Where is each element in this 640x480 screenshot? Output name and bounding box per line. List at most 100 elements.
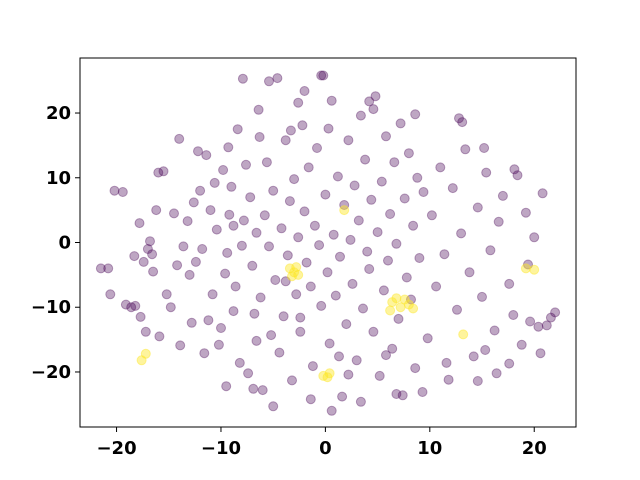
data-point-s0-114 [381, 131, 391, 142]
data-point-s1-17 [385, 305, 396, 316]
data-point-s0-127 [408, 220, 419, 231]
data-point-s0-159 [537, 188, 548, 199]
data-point-s0-82 [314, 240, 325, 251]
data-point-s1-7 [318, 370, 329, 381]
data-point-s0-209 [323, 123, 334, 134]
data-point-s0-133 [426, 210, 437, 221]
data-point-s0-207 [254, 132, 265, 142]
data-point-s0-200 [417, 387, 428, 397]
data-point-s0-111 [374, 370, 385, 381]
data-point-s0-47 [241, 159, 251, 170]
data-point-s0-151 [504, 278, 515, 289]
data-point-s0-124 [401, 272, 412, 283]
data-point-s0-64 [276, 223, 287, 234]
data-point-s0-25 [188, 197, 199, 208]
data-point-s0-208 [285, 125, 296, 136]
data-point-s0-107 [366, 194, 377, 205]
data-point-s0-138 [447, 183, 458, 194]
data-point-s0-11 [140, 326, 151, 337]
data-point-s0-63 [274, 347, 285, 358]
data-point-s0-80 [309, 220, 320, 231]
data-point-s0-49 [245, 192, 256, 203]
data-point-s0-177 [410, 109, 421, 120]
data-point-s0-99 [349, 180, 360, 191]
data-point-s0-57 [261, 157, 272, 168]
data-point-s0-198 [334, 351, 344, 362]
data-point-s0-88 [326, 95, 337, 106]
data-point-s0-67 [282, 250, 293, 261]
data-point-s0-108 [368, 326, 379, 337]
data-point-s1-19 [520, 263, 531, 274]
data-point-s0-186 [457, 117, 468, 128]
data-point-s1-1 [289, 267, 300, 278]
data-point-s0-147 [485, 245, 496, 256]
data-point-s0-155 [520, 207, 531, 218]
data-point-s1-9 [136, 355, 147, 366]
x-tick-label: −10 [201, 438, 241, 459]
data-point-s0-164 [186, 317, 197, 328]
data-point-s0-193 [175, 340, 186, 351]
data-point-s0-79 [307, 361, 318, 372]
data-point-s0-131 [418, 187, 429, 197]
data-point-s0-44 [234, 357, 245, 368]
data-point-s0-153 [512, 170, 523, 181]
data-point-s0-176 [391, 389, 402, 399]
data-point-s0-130 [414, 253, 425, 263]
data-point-s1-5 [339, 205, 350, 216]
data-point-s0-139 [452, 304, 462, 315]
data-point-s0-181 [237, 73, 248, 84]
data-point-s0-103 [358, 303, 368, 314]
data-point-s0-101 [353, 215, 364, 226]
data-point-s0-60 [268, 185, 279, 196]
data-point-s0-188 [509, 164, 520, 175]
data-point-s0-134 [431, 281, 442, 292]
data-point-s0-20 [172, 260, 183, 271]
data-point-s0-69 [287, 375, 297, 386]
data-point-s0-28 [197, 244, 208, 254]
data-point-s1-4 [293, 269, 304, 280]
data-point-s0-182 [264, 76, 274, 87]
data-point-s0-83 [316, 300, 327, 311]
data-point-s0-34 [213, 339, 224, 350]
data-point-s0-129 [412, 172, 423, 183]
data-point-s0-84 [318, 70, 329, 81]
data-point-s0-45 [236, 240, 247, 251]
data-point-s0-36 [218, 165, 229, 175]
data-point-s0-140 [456, 228, 467, 239]
data-point-s0-154 [516, 339, 527, 350]
data-point-s0-194 [199, 348, 210, 359]
data-point-s0-92 [335, 251, 345, 262]
data-point-s0-71 [291, 289, 302, 300]
data-point-s0-81 [312, 143, 322, 153]
data-point-s0-161 [545, 312, 556, 323]
data-point-s0-65 [278, 311, 289, 322]
data-point-s0-90 [330, 290, 341, 301]
data-point-s0-149 [493, 216, 504, 227]
x-tick-label: 0 [319, 438, 332, 459]
data-point-s0-105 [362, 246, 373, 257]
y-tick-label: 10 [46, 168, 71, 189]
data-point-s0-135 [435, 162, 446, 173]
data-point-s0-16 [158, 166, 169, 177]
data-point-s0-51 [249, 308, 260, 319]
data-point-s0-43 [232, 124, 243, 135]
data-point-s0-122 [397, 390, 408, 401]
data-point-s0-66 [280, 135, 291, 146]
data-point-s0-96 [343, 135, 354, 146]
data-point-s0-97 [345, 234, 356, 245]
data-point-s0-145 [477, 291, 487, 302]
data-point-s0-4 [117, 187, 128, 197]
data-point-s0-22 [178, 241, 189, 252]
data-point-s0-54 [255, 292, 266, 303]
data-point-s0-160 [541, 320, 552, 331]
data-point-s0-189 [523, 259, 533, 270]
data-point-s0-70 [289, 174, 300, 185]
data-point-s0-30 [203, 315, 214, 326]
data-point-s0-77 [303, 162, 314, 173]
data-point-s0-21 [174, 133, 185, 144]
data-point-s0-137 [443, 374, 454, 385]
data-point-s0-170 [293, 97, 304, 108]
data-point-s0-204 [535, 348, 546, 359]
data-point-s0-132 [422, 333, 433, 344]
data-point-s0-166 [228, 220, 239, 231]
